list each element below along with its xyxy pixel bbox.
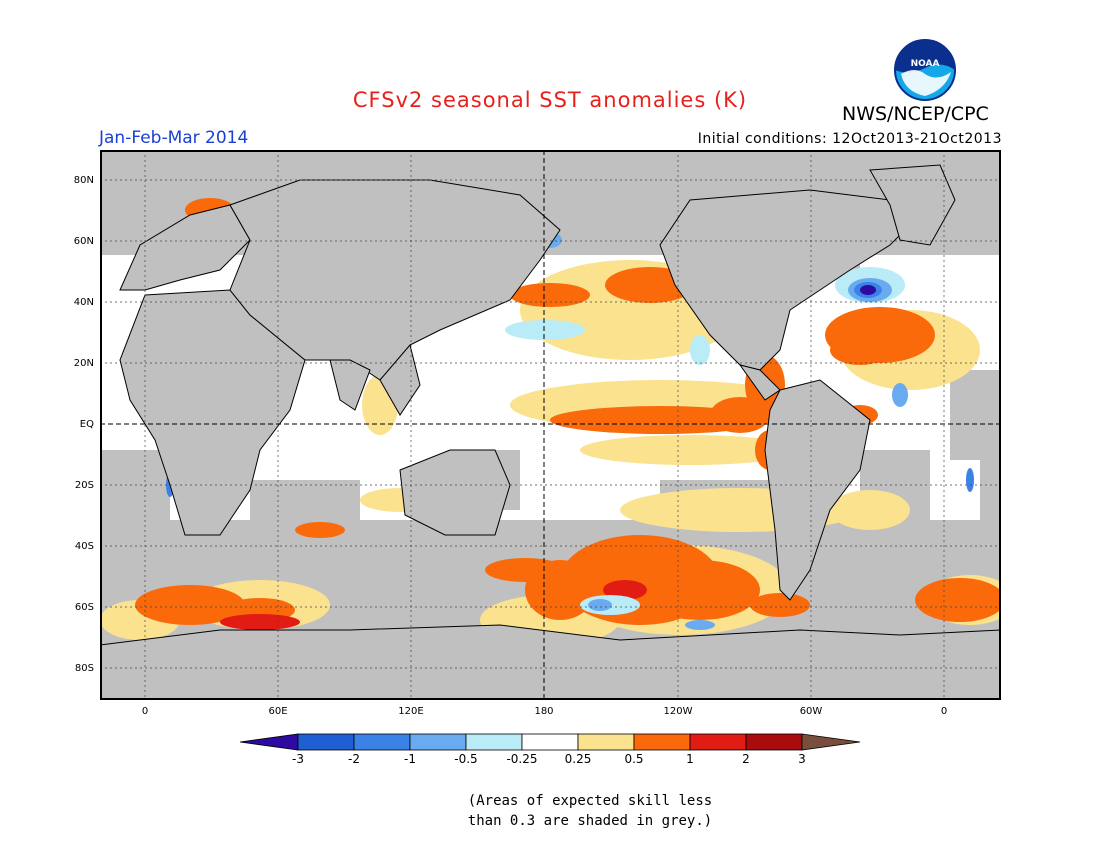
colorbar-label: -0.5 [454, 752, 478, 766]
colorbar-bin [745, 733, 803, 751]
colorbar-label: 0.5 [624, 752, 644, 766]
skill-footnote: (Areas of expected skill less than 0.3 a… [440, 791, 740, 831]
land [100, 164, 1001, 700]
colorbar-label: 0.25 [564, 752, 592, 766]
lat-label: 20S [74, 480, 94, 491]
lat-label: 60N [73, 236, 94, 247]
colorbar-bin [689, 733, 747, 751]
lon-label: 0 [141, 706, 149, 717]
lon-label: 0 [940, 706, 948, 717]
lon-label: 60W [799, 706, 823, 717]
anomaly-cold [166, 232, 974, 630]
colorbar-bin [297, 733, 355, 751]
colorbar-lower-arrow [240, 733, 299, 751]
sst-anomaly-map [100, 150, 1001, 700]
equator-and-dateline [100, 150, 1001, 700]
colorbar-label: -2 [348, 752, 360, 766]
agency-label: NWS/NCEP/CPC [842, 103, 989, 125]
initial-conditions: Initial conditions: 12Oct2013-21Oct2013 [697, 131, 1002, 147]
lat-label: 40N [73, 297, 94, 308]
skill-footnote-line: (Areas of expected skill less [467, 793, 713, 809]
lat-label: EQ [79, 419, 94, 430]
colorbar-label: -0.25 [506, 752, 538, 766]
colorbar-upper-arrow [801, 733, 861, 751]
colorbar-label: -3 [292, 752, 304, 766]
lon-label: 120W [663, 706, 693, 717]
colorbar-bin [353, 733, 411, 751]
lat-label: 80S [74, 663, 94, 674]
noaa-logo: NOAA [894, 39, 956, 101]
lat-label: 20N [73, 358, 94, 369]
colorbar-label: -1 [404, 752, 416, 766]
map-title: CFSv2 seasonal SST anomalies (K) [352, 88, 748, 112]
colorbar [240, 733, 861, 751]
colorbar-label: 1 [686, 752, 694, 766]
skill-footnote-line: than 0.3 are shaded in grey.) [467, 813, 713, 829]
lon-label: 180 [534, 706, 554, 717]
lat-label: 40S [74, 541, 94, 552]
colorbar-bin [465, 733, 523, 751]
lon-label: 60E [268, 706, 288, 717]
colorbar-label: 3 [798, 752, 806, 766]
colorbar-bin [521, 733, 579, 751]
colorbar-label: 2 [742, 752, 750, 766]
graticule [100, 150, 1001, 700]
lon-label: 120E [398, 706, 424, 717]
lat-label: 60S [74, 602, 94, 613]
forecast-period: Jan-Feb-Mar 2014 [99, 128, 249, 148]
colorbar-bin [633, 733, 691, 751]
colorbar-bin [409, 733, 467, 751]
noaa-logo-text: NOAA [911, 59, 940, 69]
map-frame [100, 150, 1001, 700]
colorbar-bin [577, 733, 635, 751]
lat-label: 80N [73, 175, 94, 186]
